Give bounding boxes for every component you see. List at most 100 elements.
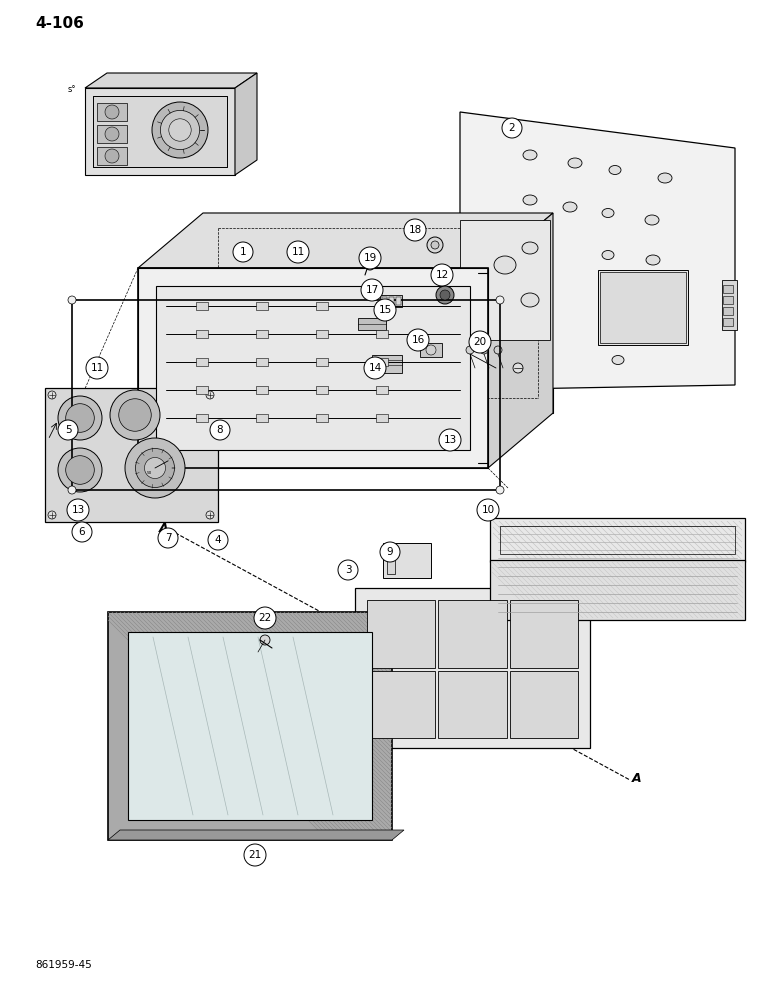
Bar [367,670,435,738]
Text: 50: 50 [147,471,152,475]
Text: A: A [158,522,168,535]
Bar [196,302,208,310]
Bar [509,600,578,668]
Ellipse shape [563,202,577,212]
Text: 13: 13 [443,435,456,445]
Bar [45,388,218,522]
Circle shape [144,458,165,479]
Circle shape [338,560,358,580]
Circle shape [477,499,499,521]
Circle shape [86,357,108,379]
Ellipse shape [602,250,614,259]
Text: 4: 4 [215,535,222,545]
Polygon shape [138,213,553,268]
Ellipse shape [646,255,660,265]
Text: 9: 9 [387,547,393,557]
Polygon shape [108,830,404,840]
Text: 1: 1 [239,247,246,257]
Bar [376,358,388,366]
Bar [256,330,268,338]
Bar [420,343,442,357]
Circle shape [48,511,56,519]
Bar [500,526,735,554]
Circle shape [480,346,488,354]
Ellipse shape [494,256,516,274]
Bar [93,96,227,167]
Bar [376,386,388,394]
Bar [316,358,328,366]
Circle shape [513,363,523,373]
Ellipse shape [568,158,582,168]
Circle shape [244,844,266,866]
Circle shape [427,237,443,253]
Circle shape [254,607,276,629]
Text: 17: 17 [365,285,378,295]
Circle shape [72,522,92,542]
Circle shape [494,346,502,354]
Circle shape [361,279,383,301]
Circle shape [404,219,426,241]
Bar [196,330,208,338]
Bar [72,300,500,490]
Bar [97,125,127,143]
Bar [438,670,507,738]
Bar [389,297,394,305]
Text: 21: 21 [248,850,261,860]
Ellipse shape [658,173,672,183]
Bar [376,330,388,338]
Circle shape [158,528,178,548]
Circle shape [125,438,185,498]
Circle shape [374,299,396,321]
Bar [256,358,268,366]
Bar [85,88,235,175]
Bar [196,358,208,366]
Circle shape [380,542,400,562]
Bar [138,268,488,468]
Circle shape [260,635,270,645]
Bar [156,286,470,450]
Circle shape [58,396,102,440]
Bar [138,268,488,468]
Circle shape [67,499,89,521]
Text: 3: 3 [345,565,351,575]
Circle shape [407,329,429,351]
Text: 19: 19 [363,253,377,263]
Circle shape [469,331,491,353]
Bar [376,414,388,422]
Ellipse shape [521,293,539,307]
Text: 14: 14 [368,363,381,373]
Bar [355,588,590,748]
Bar [598,270,688,345]
Bar [256,302,268,310]
Text: 15: 15 [378,305,392,315]
Bar [316,330,328,338]
Bar [196,386,208,394]
Bar [256,414,268,422]
Bar [367,600,435,668]
Ellipse shape [523,150,537,160]
Ellipse shape [612,356,624,364]
Bar [490,560,745,620]
Bar [97,103,127,121]
Circle shape [439,429,461,451]
Circle shape [440,290,450,300]
Polygon shape [488,213,553,468]
Circle shape [58,448,102,492]
Circle shape [110,390,160,440]
Circle shape [105,127,119,141]
Text: 7: 7 [165,533,172,543]
Ellipse shape [523,195,537,205]
Circle shape [436,286,454,304]
Circle shape [496,486,504,494]
Circle shape [48,391,56,399]
Bar [382,297,387,305]
Bar [93,96,227,167]
Bar [128,632,372,820]
Circle shape [68,486,76,494]
Ellipse shape [602,209,614,218]
Bar [600,272,686,343]
Text: 861959-45: 861959-45 [35,960,92,970]
Circle shape [431,264,453,286]
Bar [108,612,392,840]
Ellipse shape [609,165,621,174]
